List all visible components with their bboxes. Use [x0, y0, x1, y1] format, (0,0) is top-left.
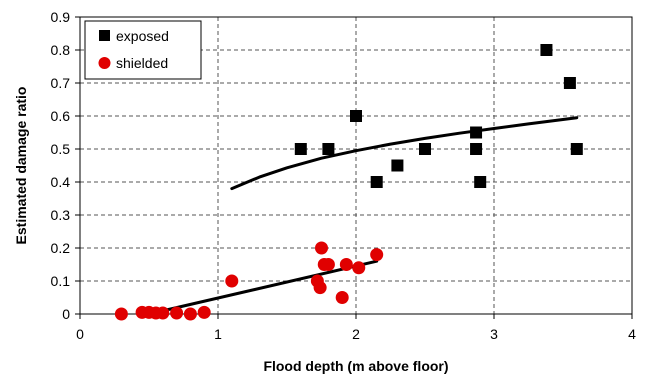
- point-shielded: [114, 307, 128, 321]
- point-exposed: [391, 159, 404, 172]
- y-tick-label: 0.9: [51, 9, 71, 25]
- point-exposed: [322, 143, 335, 155]
- x-tick-label: 3: [490, 326, 498, 342]
- y-tick-label: 0.2: [51, 240, 71, 256]
- y-tick-label: 0.3: [51, 207, 71, 223]
- point-shielded: [183, 307, 197, 321]
- point-shielded: [370, 248, 384, 262]
- legend-label-exposed: exposed: [116, 28, 169, 44]
- y-tick-label: 0: [62, 306, 70, 322]
- point-exposed: [470, 126, 483, 139]
- point-exposed: [470, 143, 483, 155]
- point-shielded: [197, 305, 211, 319]
- legend-marker-exposed: [99, 30, 110, 41]
- point-shielded: [225, 274, 239, 288]
- point-exposed: [370, 176, 383, 188]
- trendline-shielded: [147, 259, 379, 316]
- point-shielded: [315, 241, 328, 255]
- point-shielded: [352, 261, 366, 275]
- trendline-exposed: [230, 116, 579, 191]
- point-exposed: [419, 143, 431, 155]
- point-shielded: [335, 291, 349, 304]
- x-tick-label: 1: [214, 326, 222, 342]
- legend-marker-shielded: [98, 57, 111, 69]
- y-axis-ticks: 0 0.1 0.2 0.3 0.4 0.5 0.6 0.7 0.8 0.9: [51, 9, 80, 322]
- grid: [80, 17, 632, 314]
- point-shielded: [170, 306, 184, 320]
- point-shielded: [156, 306, 170, 320]
- x-axis-title: Flood depth (m above floor): [263, 358, 448, 374]
- data-points: [114, 44, 583, 321]
- y-tick-label: 0.5: [51, 141, 71, 157]
- point-shielded: [321, 258, 335, 271]
- point-exposed: [294, 143, 307, 155]
- y-tick-label: 0.1: [51, 273, 71, 289]
- x-tick-label: 0: [76, 326, 84, 342]
- legend-label-shielded: shielded: [116, 55, 168, 71]
- point-shielded: [339, 258, 353, 271]
- point-exposed: [540, 44, 553, 56]
- trendlines: [147, 116, 579, 316]
- point-exposed: [563, 77, 576, 89]
- x-axis-ticks: 0 1 2 3 4: [76, 314, 636, 342]
- y-axis-title: Estimated damage ratio: [13, 87, 29, 245]
- point-exposed: [474, 176, 487, 188]
- point-shielded: [313, 281, 327, 295]
- y-tick-label: 0.4: [51, 174, 71, 190]
- point-exposed: [350, 110, 362, 122]
- legend: exposed shielded: [84, 20, 202, 80]
- y-tick-label: 0.8: [51, 42, 71, 58]
- x-tick-label: 2: [352, 326, 360, 342]
- x-tick-label: 4: [628, 326, 636, 342]
- point-exposed: [570, 143, 583, 155]
- y-tick-label: 0.7: [51, 75, 71, 91]
- y-tick-label: 0.6: [51, 108, 71, 124]
